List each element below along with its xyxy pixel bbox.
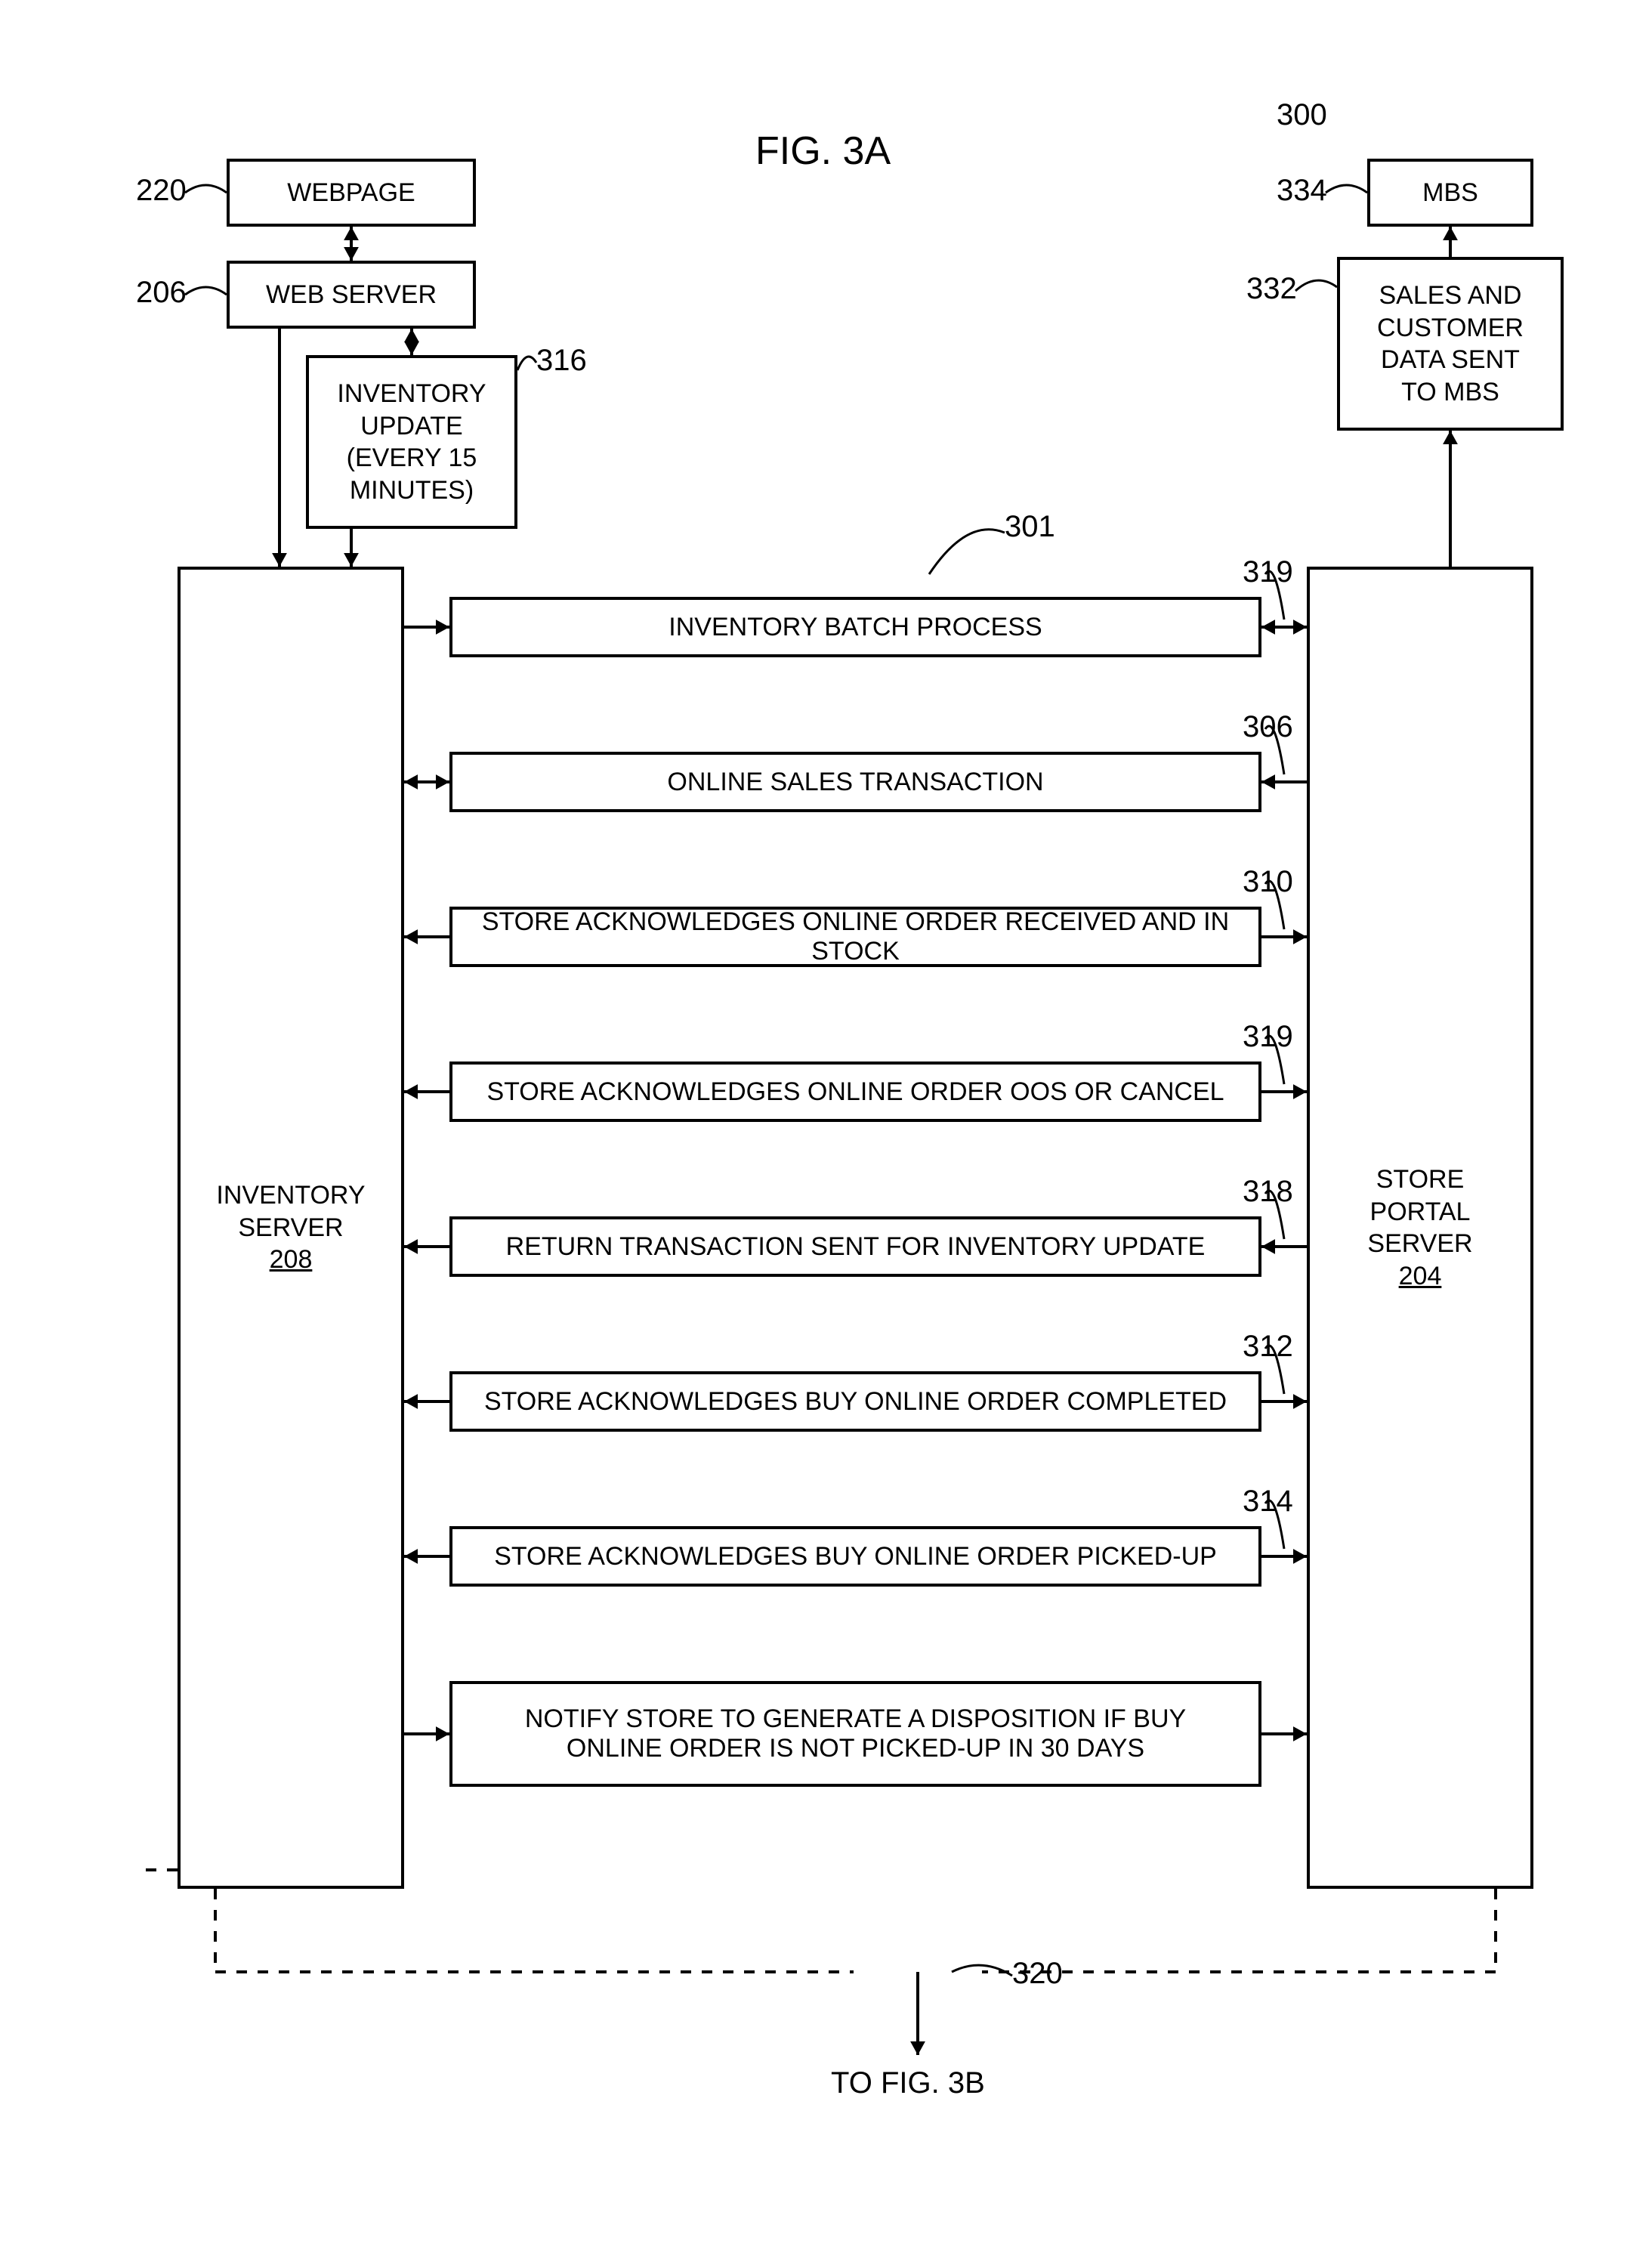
box-webpage: WEBPAGE (227, 159, 476, 227)
figure-title: FIG. 3A (755, 128, 891, 174)
box-sales-mbs: SALES ANDCUSTOMERDATA SENTTO MBS (1337, 257, 1564, 431)
ref-334: 334 (1277, 174, 1327, 208)
box-inventory-server: INVENTORYSERVER208 (178, 567, 404, 1889)
ref-300-label: 300 (1277, 98, 1327, 132)
ref-332: 332 (1246, 272, 1297, 306)
ref-ack_complete: 312 (1243, 1330, 1293, 1364)
bar-online_sale: ONLINE SALES TRANSACTION (449, 752, 1261, 812)
bar-ack_oos: STORE ACKNOWLEDGES ONLINE ORDER OOS OR C… (449, 1062, 1261, 1122)
ref-return_tx: 318 (1243, 1175, 1293, 1209)
bar-return_tx: RETURN TRANSACTION SENT FOR INVENTORY UP… (449, 1216, 1261, 1277)
box-inventory-update: INVENTORYUPDATE(EVERY 15MINUTES) (306, 355, 517, 529)
bar-inv_batch: INVENTORY BATCH PROCESS (449, 597, 1261, 657)
bar-ack_pickup: STORE ACKNOWLEDGES BUY ONLINE ORDER PICK… (449, 1526, 1261, 1587)
ref-301: 301 (1005, 510, 1055, 544)
box-store-portal-server: STOREPORTALSERVER204 (1307, 567, 1533, 1889)
diagram-canvas: FIG. 3A WEBPAGE WEB SERVER INVENTORYUPDATE… (0, 0, 1652, 2259)
ref-ack_stock: 310 (1243, 865, 1293, 899)
ref-online_sale: 306 (1243, 710, 1293, 744)
ref-320: 320 (1012, 1957, 1063, 1991)
ref-206: 206 (136, 276, 187, 310)
ref-inv_batch: 319 (1243, 555, 1293, 589)
box-webserver: WEB SERVER (227, 261, 476, 329)
ref-220: 220 (136, 174, 187, 208)
box-mbs: MBS (1367, 159, 1533, 227)
bar-ack_stock: STORE ACKNOWLEDGES ONLINE ORDER RECEIVED… (449, 907, 1261, 967)
bar-ack_complete: STORE ACKNOWLEDGES BUY ONLINE ORDER COMP… (449, 1371, 1261, 1432)
ref-ack_pickup: 314 (1243, 1485, 1293, 1519)
ref-ack_oos: 319 (1243, 1020, 1293, 1054)
ref-316: 316 (536, 344, 587, 378)
to-fig-3b-label: TO FIG. 3B (831, 2066, 985, 2100)
bar-notify_disp: NOTIFY STORE TO GENERATE A DISPOSITION I… (449, 1681, 1261, 1787)
